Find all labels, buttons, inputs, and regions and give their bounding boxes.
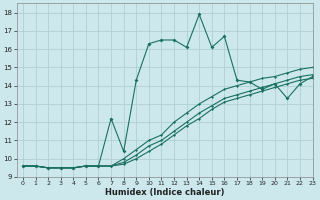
X-axis label: Humidex (Indice chaleur): Humidex (Indice chaleur) [105, 188, 224, 197]
